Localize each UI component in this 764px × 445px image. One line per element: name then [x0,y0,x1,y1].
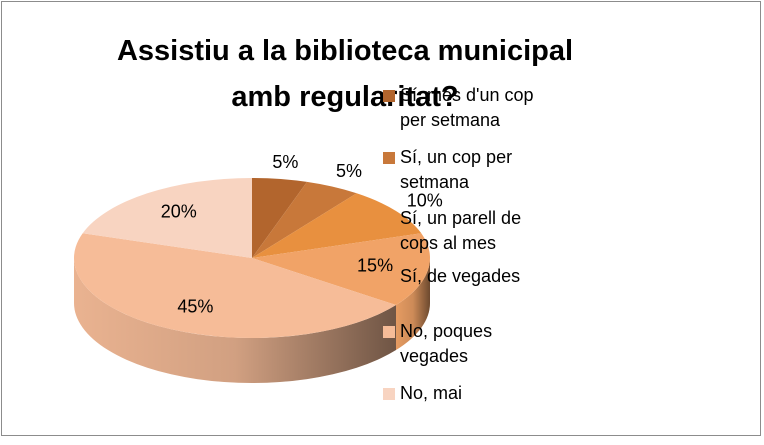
slice [252,193,422,258]
data-label: 5% [272,152,298,172]
legend-entry: Sí, un parell de cops al mes [383,206,558,256]
legend-label: Sí, un parell de cops al mes [400,208,522,253]
data-label: 5% [336,161,362,181]
slice-side-shade [396,258,431,351]
legend-entry: Sí, un cop per setmana [383,145,558,195]
chart-frame [1,1,761,436]
legend-swatch [383,152,395,164]
data-label: 20% [161,201,197,221]
slice-side-shade [74,258,397,383]
data-label: 10% [407,190,443,210]
legend-entry: Sí, més d'un cop per setmana [383,83,558,133]
legend-swatch [383,326,395,338]
legend-label: Sí, més d'un cop per setmana [400,85,534,130]
chart-title: Assistiu a la biblioteca municipal amb r… [116,35,574,113]
legend-label: Sí, de vegades [400,266,521,286]
slice [252,181,357,258]
legend-swatch [383,90,395,102]
legend-label: No, poques vegades [400,321,493,366]
legend-label: No, mai [400,383,463,403]
slice [73,233,397,339]
slice [82,178,252,258]
legend-swatch [383,213,395,225]
slice [252,233,431,306]
legend-entry: No, mai [383,381,558,406]
legend-swatch [383,271,395,283]
legend-entry: No, poques vegades [383,319,558,369]
data-label: 45% [177,297,213,317]
legend-label: Sí, un cop per setmana [400,147,513,192]
legend-entry: Sí, de vegades [383,264,558,289]
legend-swatch [383,388,395,400]
data-label: 15% [357,256,393,276]
slice [252,178,308,258]
